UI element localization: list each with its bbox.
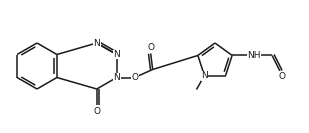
Text: O: O <box>279 72 286 81</box>
Text: N: N <box>93 38 100 47</box>
Text: N: N <box>113 50 120 59</box>
Text: O: O <box>131 73 138 82</box>
Text: NH: NH <box>248 51 261 60</box>
Text: O: O <box>93 107 100 115</box>
Text: O: O <box>147 43 154 52</box>
Text: N: N <box>201 71 208 80</box>
Text: N: N <box>113 73 120 82</box>
